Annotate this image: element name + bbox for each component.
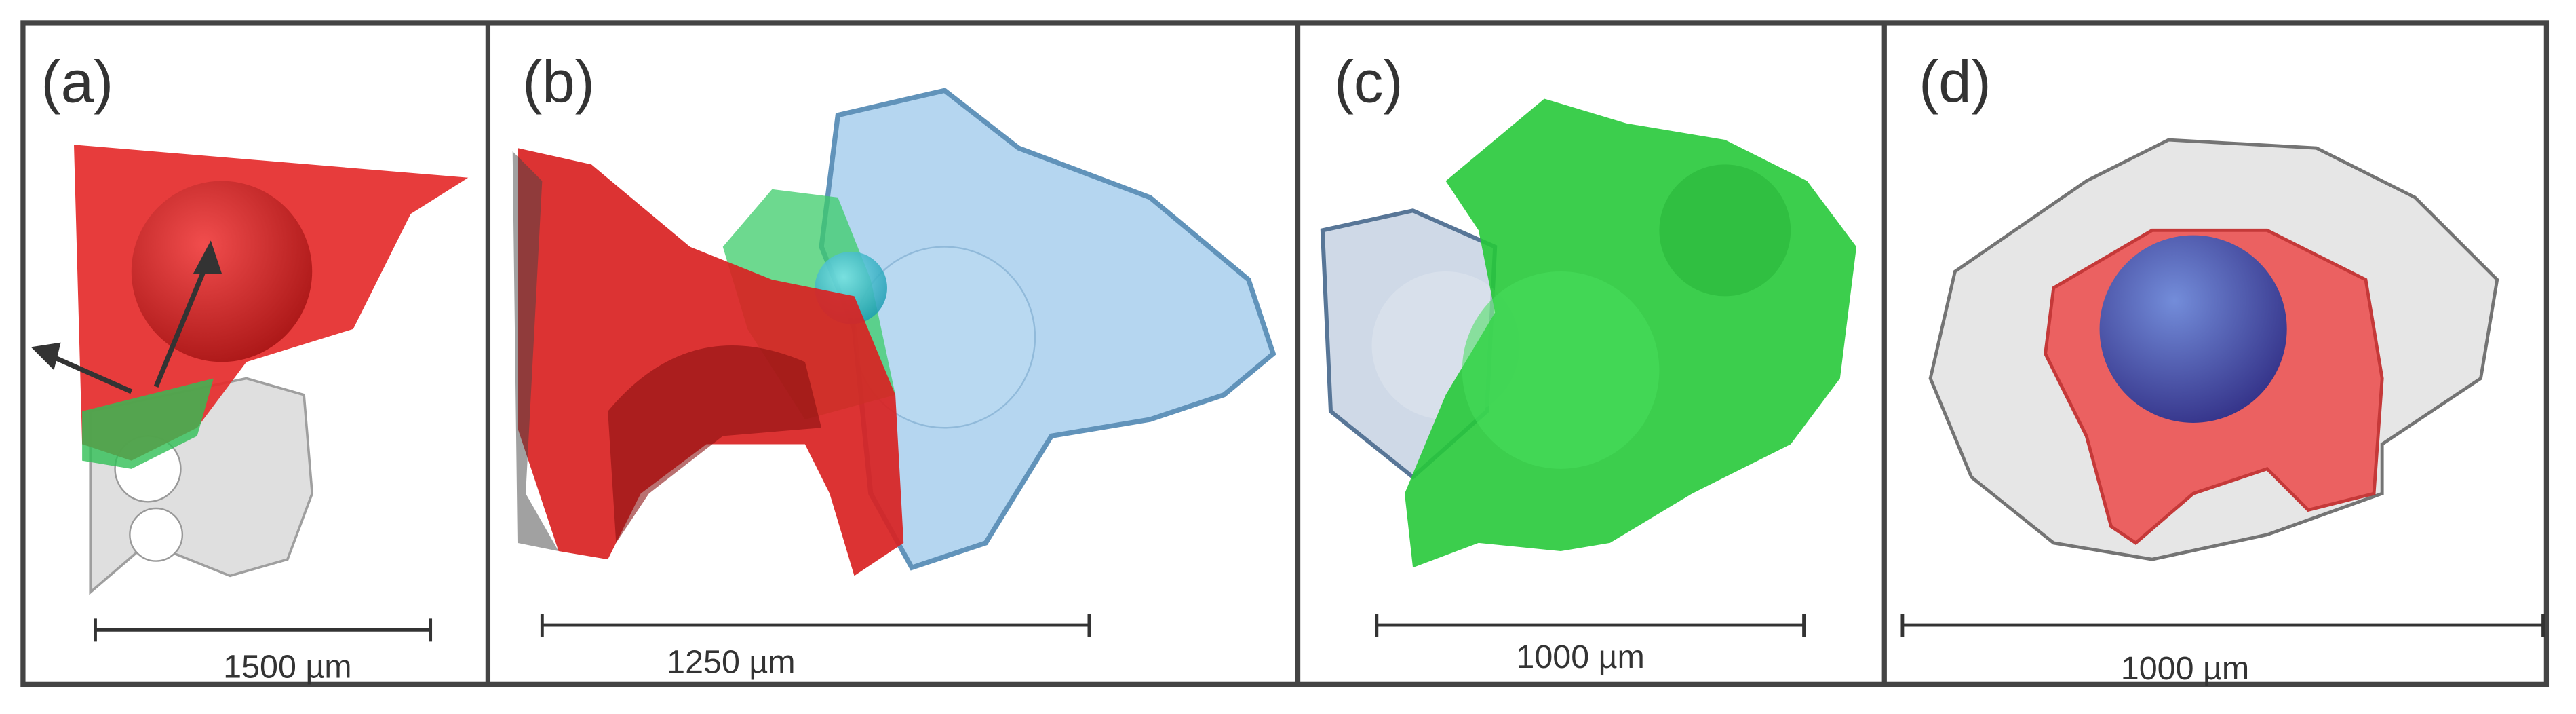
- panel-c-render: [1320, 98, 1857, 568]
- scale-bar-label: 1000 µm: [2121, 650, 2249, 687]
- scale-bar-label: 1000 µm: [1516, 639, 1644, 675]
- scale-bar-d: [1900, 614, 2545, 637]
- panel-label: (d): [1919, 49, 1991, 115]
- panel-label: (c): [1334, 49, 1403, 115]
- scale-bar-a: [94, 618, 433, 642]
- scale-bar-b: [540, 614, 1091, 637]
- scale-bar-label: 1250 µm: [667, 643, 795, 680]
- panel-label: (a): [41, 49, 114, 115]
- panel-label: (b): [522, 49, 595, 115]
- panel-frames: [20, 20, 2550, 688]
- panel-d-render: [1928, 138, 2499, 561]
- scale-bar-c: [1375, 614, 1806, 637]
- panel-b-render: [512, 88, 1276, 576]
- panel-a-render: [31, 145, 469, 595]
- scale-bars: [94, 614, 2545, 642]
- scale-bar-label: 1500 µm: [223, 649, 351, 685]
